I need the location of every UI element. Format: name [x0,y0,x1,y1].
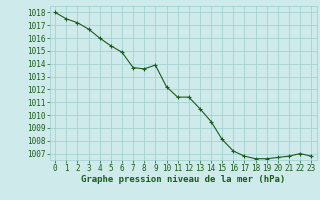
X-axis label: Graphe pression niveau de la mer (hPa): Graphe pression niveau de la mer (hPa) [81,175,285,184]
